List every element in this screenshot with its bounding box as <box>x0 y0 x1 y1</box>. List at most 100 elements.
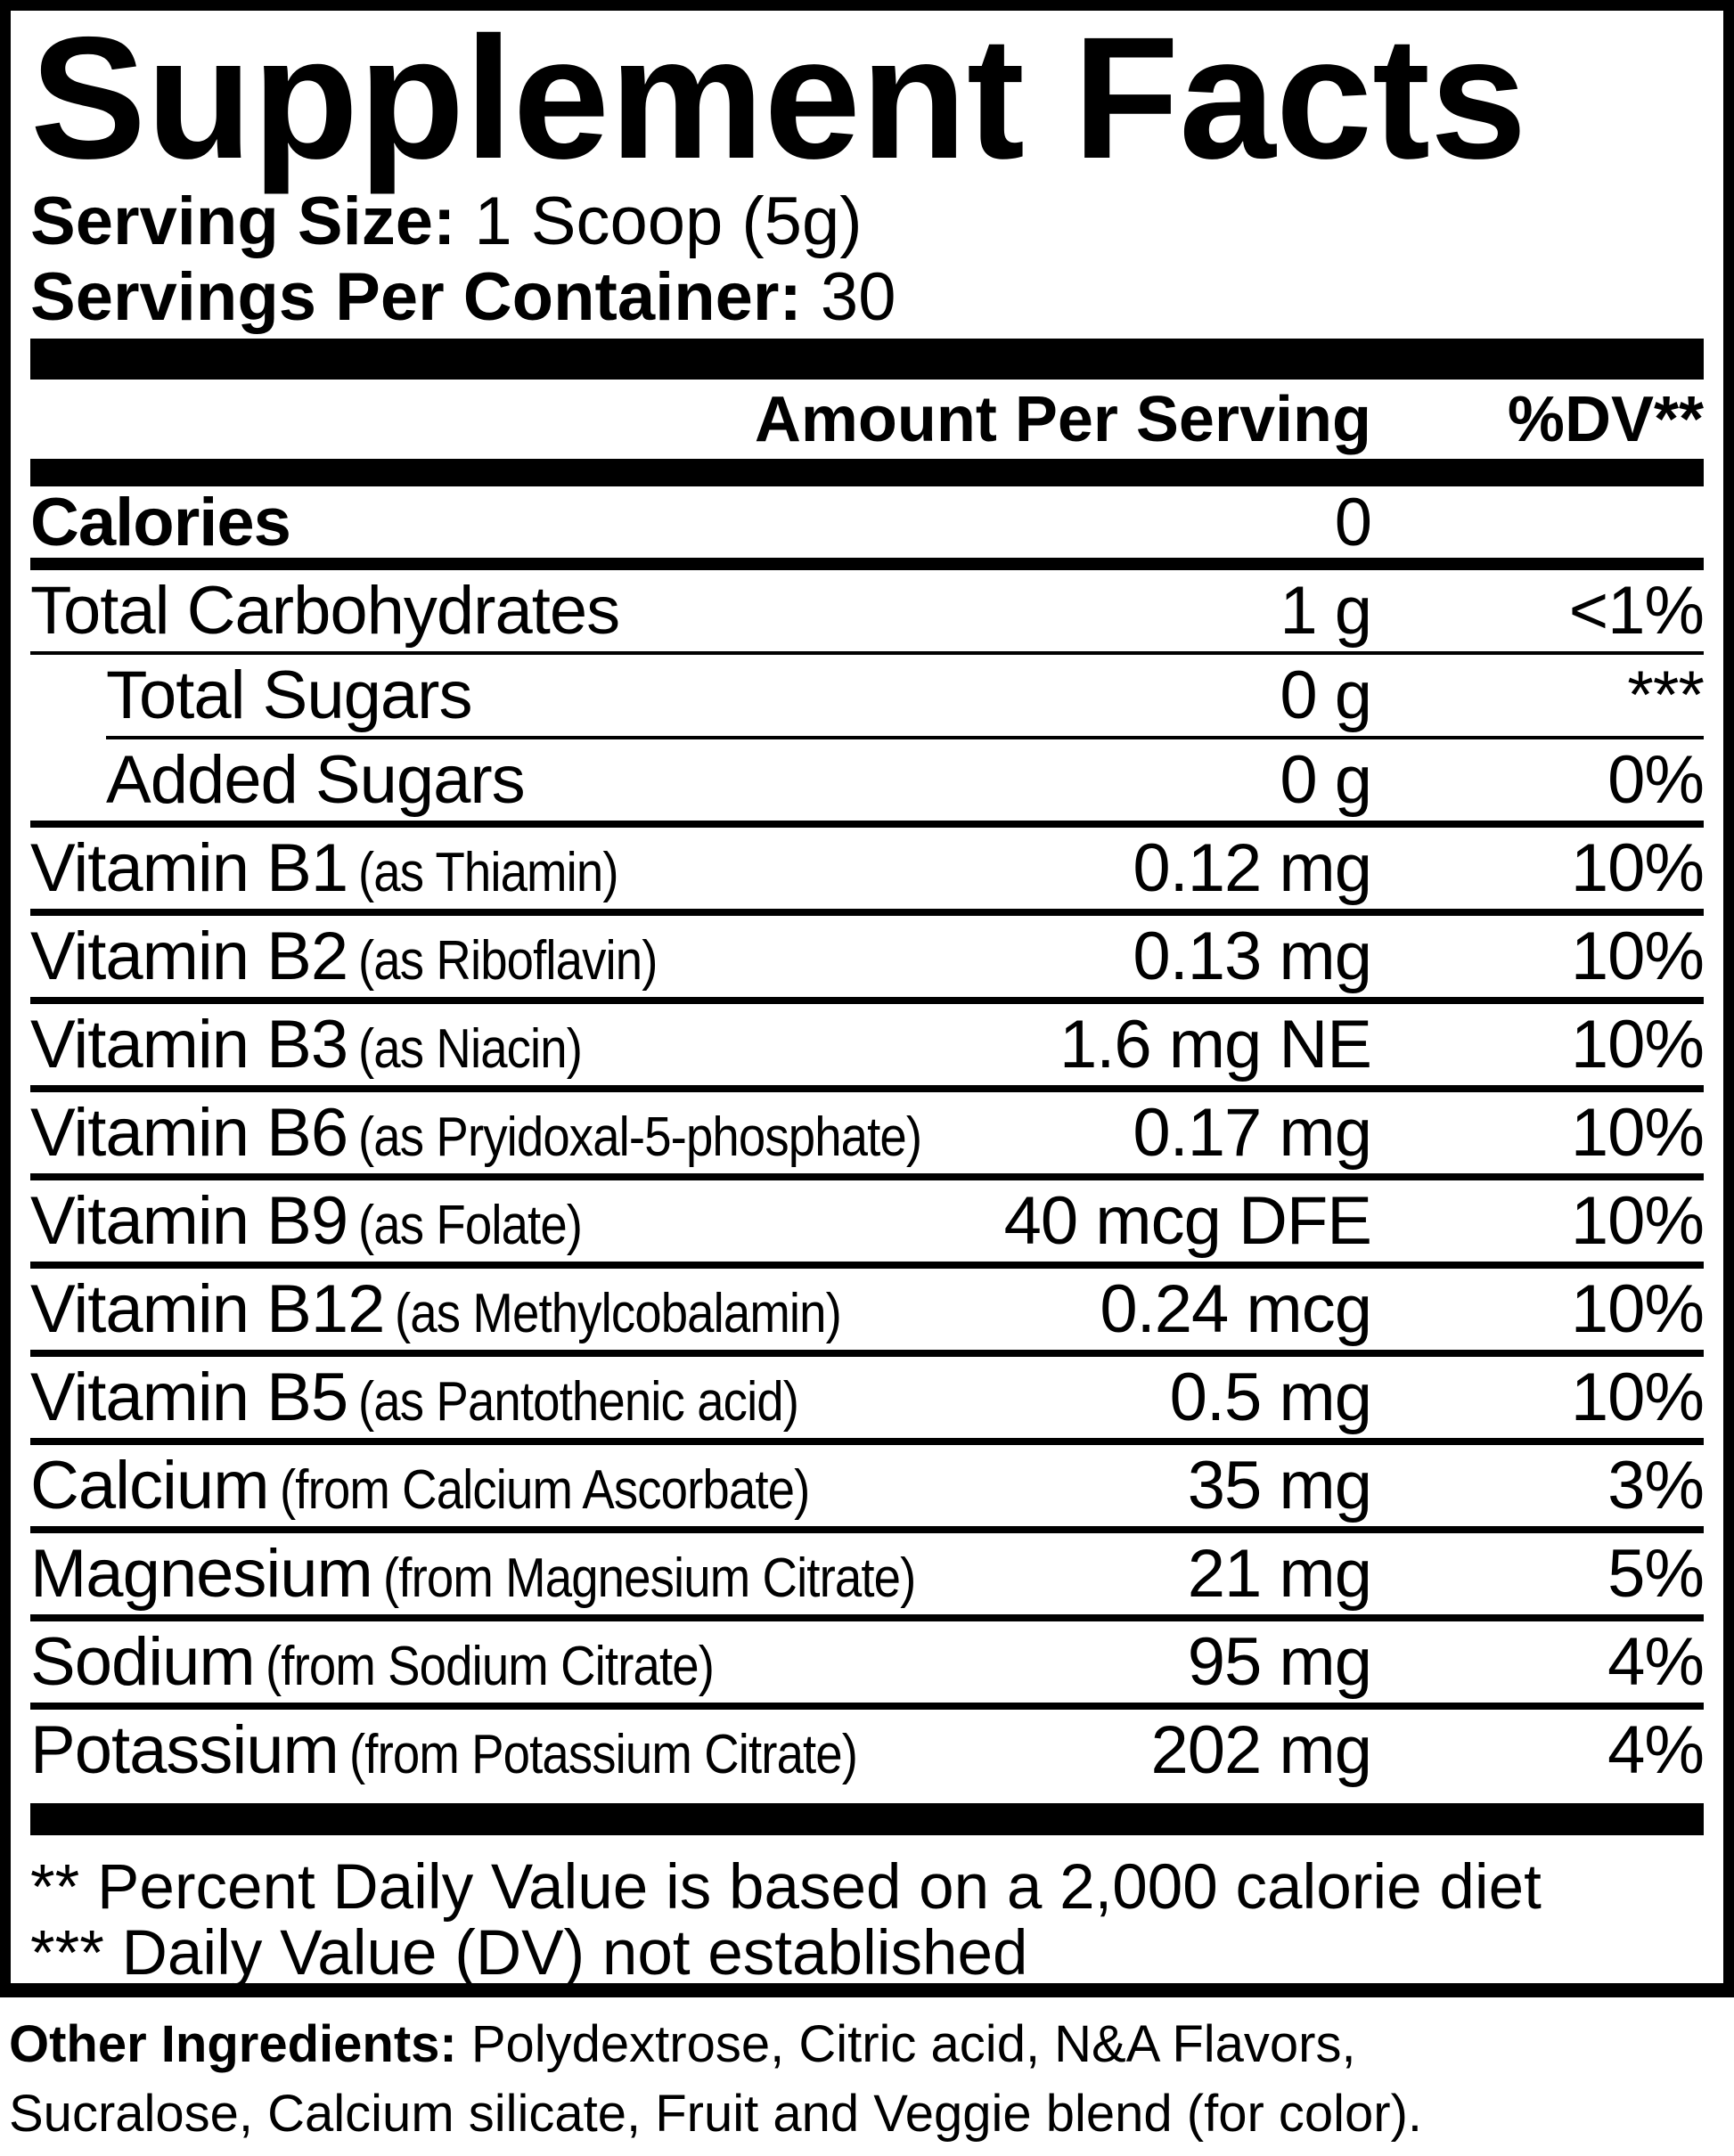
nutrient-name-text: Vitamin B2 <box>30 919 348 994</box>
thick-divider-bottom <box>30 1803 1704 1835</box>
nutrient-amount: 202 mg <box>1150 1712 1372 1788</box>
header-divider <box>30 459 1704 486</box>
separator <box>30 1526 1704 1533</box>
nutrient-name-text: Vitamin B5 <box>30 1360 348 1435</box>
nutrient-dv: 10% <box>1570 1183 1705 1259</box>
nutrient-name: Added Sugars <box>30 741 1280 819</box>
nutrient-amount: 40 mcg DFE <box>1003 1183 1372 1259</box>
other-ingredients-line-2: Sucralose, Calcium silicate, Fruit and V… <box>9 2085 1423 2143</box>
separator <box>30 651 1704 655</box>
nutrient-source-text: (as Pantothenic acid) <box>358 1371 799 1433</box>
nutrient-name-text: Total Carbohydrates <box>30 573 620 649</box>
nutrient-amount: 1 g <box>1280 573 1372 649</box>
amount-per-serving-header: Amount Per Serving <box>754 383 1371 455</box>
table-header-row: Amount Per Serving %DV** <box>30 380 1704 459</box>
nutrient-name-text: Vitamin B3 <box>30 1007 348 1082</box>
nutrient-dv: 10% <box>1570 1271 1705 1347</box>
nutrient-amount: 0 g <box>1280 742 1372 818</box>
nutrient-source-text: (as Methylcobalamin) <box>395 1283 842 1344</box>
nutrient-name-text: Potassium <box>30 1712 339 1788</box>
serving-size-value: 1 Scoop (5g) <box>455 184 863 259</box>
nutrient-name: Vitamin B9 (as Folate) <box>30 1182 1004 1260</box>
servings-per-container-value: 30 <box>801 259 896 335</box>
other-ingredients-label: Other Ingredients: <box>9 2015 457 2073</box>
table-row: Added Sugars 0 g 0% <box>30 739 1705 821</box>
nutrient-table: Calories 0 Total Carbohydrates 1 g <1% Total … <box>30 484 1705 1791</box>
nutrient-amount: 35 mg <box>1187 1448 1372 1523</box>
nutrient-source-text: (from Sodium Citrate) <box>265 1636 715 1697</box>
table-row: Vitamin B1 (as Thiamin) 0.12 mg 10% <box>30 828 1705 909</box>
nutrient-amount: 0.13 mg <box>1133 919 1372 994</box>
nutrient-name: Vitamin B12 (as Methylcobalamin) <box>30 1270 1100 1348</box>
nutrient-name: Total Sugars <box>30 657 1280 734</box>
nutrient-name-text: Sodium <box>30 1624 256 1700</box>
separator <box>30 1173 1704 1180</box>
nutrient-dv: 10% <box>1570 1007 1705 1082</box>
nutrient-amount: 0 g <box>1280 657 1372 733</box>
nutrient-name: Calories <box>30 484 1335 561</box>
table-row: Vitamin B6 (as Pryidoxal-5-phosphate) 0.17… <box>30 1092 1705 1173</box>
nutrient-name: Vitamin B2 (as Riboflavin) <box>30 918 1133 995</box>
nutrient-amount: 0.24 mcg <box>1100 1271 1372 1347</box>
nutrient-name: Vitamin B5 (as Pantothenic acid) <box>30 1359 1170 1436</box>
nutrient-name-text: Vitamin B6 <box>30 1095 348 1171</box>
nutrient-dv: 4% <box>1607 1624 1705 1700</box>
nutrient-dv: 3% <box>1607 1448 1705 1523</box>
nutrient-amount: 0 <box>1334 484 1372 560</box>
nutrient-name: Vitamin B1 (as Thiamin) <box>30 829 1133 907</box>
separator <box>30 821 1704 828</box>
separator <box>30 1614 1704 1621</box>
nutrient-dv: 0% <box>1607 742 1705 818</box>
footnote-dv-basis: ** Percent Daily Value is based on a 2,0… <box>30 1852 1542 1923</box>
serving-size-label: Serving Size: <box>30 184 456 259</box>
nutrient-amount: 1.6 mg NE <box>1059 1007 1372 1082</box>
nutrient-source-text: (as Niacin) <box>358 1018 583 1080</box>
nutrient-source-text: (as Riboflavin) <box>358 930 658 992</box>
nutrient-name-text: Vitamin B9 <box>30 1183 348 1259</box>
footnotes: ** Percent Daily Value is based on a 2,0… <box>30 1852 1704 1984</box>
nutrient-name-text: Calcium <box>30 1448 269 1523</box>
table-row: Potassium (from Potassium Citrate) 202 mg 4… <box>30 1710 1705 1791</box>
nutrient-dv: *** <box>1627 657 1705 733</box>
nutrient-name: Vitamin B3 (as Niacin) <box>30 1006 1059 1083</box>
table-row: Vitamin B5 (as Pantothenic acid) 0.5 mg 10% <box>30 1357 1705 1438</box>
nutrient-source-text: (from Potassium Citrate) <box>348 1724 858 1785</box>
table-row: Magnesium (from Magnesium Citrate) 21 mg 5% <box>30 1533 1705 1614</box>
serving-size-line: Serving Size: 1 Scoop (5g) <box>30 184 1704 259</box>
table-row: Total Carbohydrates 1 g <1% <box>30 570 1705 651</box>
table-row: Vitamin B2 (as Riboflavin) 0.13 mg 10% <box>30 916 1705 997</box>
table-row: Sodium (from Sodium Citrate) 95 mg 4% <box>30 1621 1705 1703</box>
other-ingredients-values-1: Polydextrose, Citric acid, N&A Flavors, <box>456 2015 1356 2073</box>
nutrient-dv: <1% <box>1568 573 1705 649</box>
nutrient-name: Total Carbohydrates <box>30 572 1280 649</box>
thick-divider-top <box>30 339 1704 380</box>
nutrient-name-text: Vitamin B1 <box>30 830 348 906</box>
nutrient-name-text: Calories <box>30 484 291 560</box>
nutrient-amount: 0.17 mg <box>1133 1095 1372 1171</box>
nutrient-name: Vitamin B6 (as Pryidoxal-5-phosphate) <box>30 1094 1133 1172</box>
separator <box>30 909 1704 916</box>
table-row: Total Sugars 0 g *** <box>30 655 1705 736</box>
separator <box>106 736 1704 739</box>
separator <box>30 1085 1704 1092</box>
dv-header: %DV** <box>1507 383 1704 455</box>
nutrient-dv: 10% <box>1570 919 1705 994</box>
table-row: Calcium (from Calcium Ascorbate) 35 mg 3% <box>30 1445 1705 1526</box>
other-ingredients-section: Other Ingredients: Polydextrose, Citric … <box>0 1997 1734 2149</box>
nutrient-dv: 10% <box>1570 830 1705 906</box>
nutrient-name: Calcium (from Calcium Ascorbate) <box>30 1447 1188 1524</box>
nutrient-amount: 0.5 mg <box>1169 1360 1372 1435</box>
nutrient-name: Magnesium (from Magnesium Citrate) <box>30 1535 1188 1613</box>
separator <box>30 1262 1704 1269</box>
nutrient-name-text: Total Sugars <box>106 657 472 733</box>
nutrient-source-text: (as Folate) <box>358 1195 583 1256</box>
separator <box>30 1350 1704 1357</box>
nutrient-source-text: (from Magnesium Citrate) <box>382 1548 916 1609</box>
servings-per-container-line: Servings Per Container: 30 <box>30 259 1704 335</box>
nutrient-dv: 10% <box>1570 1095 1705 1171</box>
table-row: Vitamin B9 (as Folate) 40 mcg DFE 10% <box>30 1180 1705 1262</box>
nutrient-name: Potassium (from Potassium Citrate) <box>30 1711 1151 1789</box>
nutrient-name-text: Added Sugars <box>106 742 526 818</box>
nutrient-source-text: (from Calcium Ascorbate) <box>279 1459 810 1521</box>
